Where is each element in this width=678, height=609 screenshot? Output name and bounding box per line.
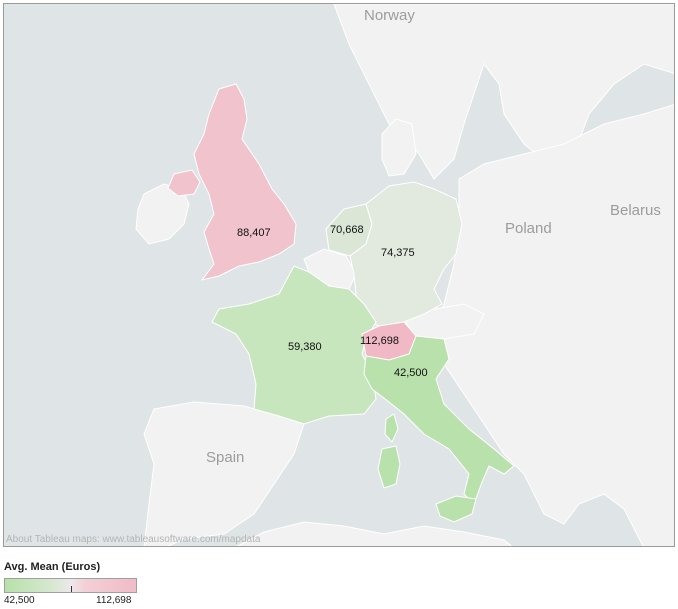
label-belarus: Belarus [610,202,661,219]
value-label-germany: 74,375 [381,247,415,259]
label-spain: Spain [206,449,244,466]
region-sicily[interactable] [435,495,477,523]
legend-min-label: 42,500 [4,595,35,606]
region-corsica[interactable] [384,413,399,443]
map-canvas[interactable]: Norway Poland Belarus Spain 88,407 70,66… [4,4,675,547]
label-poland: Poland [505,220,552,237]
region-germany[interactable] [349,181,463,327]
value-label-italy: 42,500 [394,367,428,379]
value-label-united-kingdom: 88,407 [237,227,271,239]
value-label-netherlands: 70,668 [330,224,364,236]
region-france[interactable] [211,265,377,425]
color-legend: Avg. Mean (Euros) [4,561,204,593]
region-northern-ireland[interactable] [167,169,201,197]
legend-max-label: 112,698 [96,595,132,606]
map-credit[interactable]: About Tableau maps: www.tableausoftware.… [6,534,261,545]
value-label-france: 59,380 [288,341,322,353]
land-denmark [381,118,417,177]
region-italy[interactable] [363,335,515,505]
region-sardinia[interactable] [377,445,401,489]
legend-tick [71,586,72,592]
land-africa [236,521,513,546]
value-label-switzerland: 112,698 [360,335,399,347]
legend-title: Avg. Mean (Euros) [4,561,101,573]
land-scandinavia [333,4,674,180]
label-norway: Norway [364,7,415,24]
region-united-kingdom[interactable] [193,83,297,281]
legend-gradient [4,578,137,593]
map-view[interactable]: Norway Poland Belarus Spain 88,407 70,66… [3,3,675,547]
